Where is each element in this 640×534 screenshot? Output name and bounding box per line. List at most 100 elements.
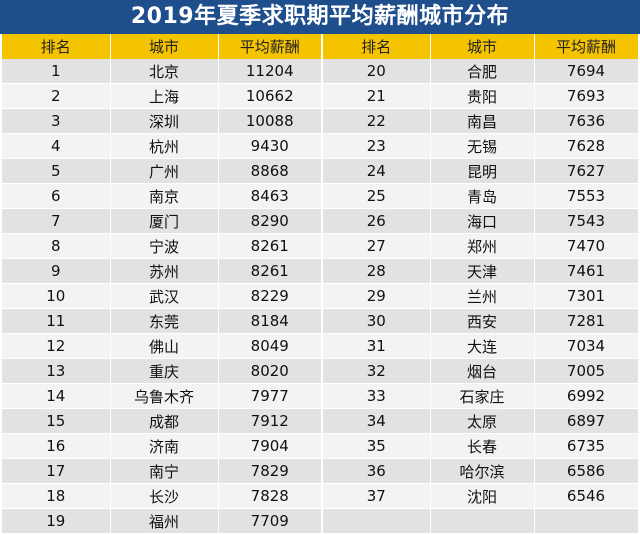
header-city-left: 城市	[110, 34, 219, 59]
city-cell: 兰州	[430, 283, 535, 309]
salary-cell: 6586	[534, 458, 639, 484]
salary-cell: 9430	[218, 133, 323, 159]
rank-cell: 31	[322, 333, 431, 359]
header-rank-right: 排名	[322, 34, 431, 59]
city-cell: 郑州	[430, 233, 535, 259]
city-cell: 武汉	[110, 283, 219, 309]
salary-cell: 7553	[534, 183, 639, 209]
city-cell: 合肥	[430, 59, 535, 84]
header-city-right: 城市	[430, 34, 535, 59]
table-row: 3 深圳 10088 22 南昌 7636	[2, 108, 639, 134]
rank-cell: 12	[2, 333, 111, 359]
city-cell: 重庆	[110, 358, 219, 384]
salary-cell: 7005	[534, 358, 639, 384]
city-cell: 哈尔滨	[430, 458, 535, 484]
rank-cell: 5	[2, 158, 111, 184]
rank-cell: 34	[322, 408, 431, 434]
table-row: 1 北京 11204 20 合肥 7694	[2, 59, 639, 84]
rank-cell: 19	[2, 508, 111, 534]
salary-cell: 10088	[218, 108, 323, 134]
city-cell: 宁波	[110, 233, 219, 259]
salary-table: 排名 城市 平均薪酬 排名 城市 平均薪酬 1 北京 11204 20 合肥 7…	[2, 34, 639, 534]
city-cell: 青岛	[430, 183, 535, 209]
city-cell: 佛山	[110, 333, 219, 359]
salary-cell: 7543	[534, 208, 639, 234]
salary-cell: 8868	[218, 158, 323, 184]
salary-cell: 6897	[534, 408, 639, 434]
salary-cell: 6546	[534, 483, 639, 509]
page-title: 2019年夏季求职期平均薪酬城市分布	[0, 0, 640, 34]
city-cell: 东莞	[110, 308, 219, 334]
header-salary-left: 平均薪酬	[218, 34, 323, 59]
city-cell: 天津	[430, 258, 535, 284]
rank-cell: 1	[2, 59, 111, 84]
table-row: 4 杭州 9430 23 无锡 7628	[2, 133, 639, 159]
table-row: 2 上海 10662 21 贵阳 7693	[2, 83, 639, 109]
city-cell: 太原	[430, 408, 535, 434]
salary-cell: 8290	[218, 208, 323, 234]
rank-cell: 35	[322, 433, 431, 459]
salary-cell: 7281	[534, 308, 639, 334]
salary-cell: 7977	[218, 383, 323, 409]
rank-cell: 15	[2, 408, 111, 434]
rank-cell: 10	[2, 283, 111, 309]
salary-cell: 7709	[218, 508, 323, 534]
rank-cell: 4	[2, 133, 111, 159]
city-cell: 北京	[110, 59, 219, 84]
salary-cell: 7828	[218, 483, 323, 509]
salary-cell	[534, 508, 639, 534]
city-cell: 苏州	[110, 258, 219, 284]
rank-cell: 36	[322, 458, 431, 484]
table-row: 15 成都 7912 34 太原 6897	[2, 408, 639, 434]
rank-cell: 13	[2, 358, 111, 384]
rank-cell: 18	[2, 483, 111, 509]
city-cell: 杭州	[110, 133, 219, 159]
salary-cell: 10662	[218, 83, 323, 109]
salary-cell: 8463	[218, 183, 323, 209]
salary-cell: 8184	[218, 308, 323, 334]
city-cell: 上海	[110, 83, 219, 109]
table-row: 6 南京 8463 25 青岛 7553	[2, 183, 639, 209]
rank-cell: 25	[322, 183, 431, 209]
city-cell: 济南	[110, 433, 219, 459]
table-row: 19 福州 7709	[2, 508, 639, 534]
salary-cell: 7628	[534, 133, 639, 159]
rank-cell: 33	[322, 383, 431, 409]
table-row: 7 厦门 8290 26 海口 7543	[2, 208, 639, 234]
rank-cell: 28	[322, 258, 431, 284]
rank-cell: 32	[322, 358, 431, 384]
city-cell: 乌鲁木齐	[110, 383, 219, 409]
city-cell: 石家庄	[430, 383, 535, 409]
rank-cell: 30	[322, 308, 431, 334]
table-row: 10 武汉 8229 29 兰州 7301	[2, 283, 639, 309]
city-cell: 长沙	[110, 483, 219, 509]
rank-cell: 16	[2, 433, 111, 459]
table-row: 14 乌鲁木齐 7977 33 石家庄 6992	[2, 383, 639, 409]
salary-cell: 7829	[218, 458, 323, 484]
table-row: 8 宁波 8261 27 郑州 7470	[2, 233, 639, 259]
rank-cell: 3	[2, 108, 111, 134]
table-header: 排名 城市 平均薪酬 排名 城市 平均薪酬	[2, 34, 639, 59]
header-rank-left: 排名	[2, 34, 111, 59]
table-row: 16 济南 7904 35 长春 6735	[2, 433, 639, 459]
rank-cell: 21	[322, 83, 431, 109]
rank-cell: 7	[2, 208, 111, 234]
salary-cell: 8229	[218, 283, 323, 309]
city-cell: 无锡	[430, 133, 535, 159]
city-cell: 南昌	[430, 108, 535, 134]
rank-cell: 8	[2, 233, 111, 259]
table-row: 9 苏州 8261 28 天津 7461	[2, 258, 639, 284]
city-cell: 沈阳	[430, 483, 535, 509]
rank-cell: 2	[2, 83, 111, 109]
salary-cell: 7693	[534, 83, 639, 109]
rank-cell: 37	[322, 483, 431, 509]
city-cell: 海口	[430, 208, 535, 234]
rank-cell: 9	[2, 258, 111, 284]
table-row: 17 南宁 7829 36 哈尔滨 6586	[2, 458, 639, 484]
salary-cell: 7904	[218, 433, 323, 459]
salary-cell: 6992	[534, 383, 639, 409]
table-row: 11 东莞 8184 30 西安 7281	[2, 308, 639, 334]
city-cell: 南宁	[110, 458, 219, 484]
table-row: 12 佛山 8049 31 大连 7034	[2, 333, 639, 359]
city-cell: 厦门	[110, 208, 219, 234]
